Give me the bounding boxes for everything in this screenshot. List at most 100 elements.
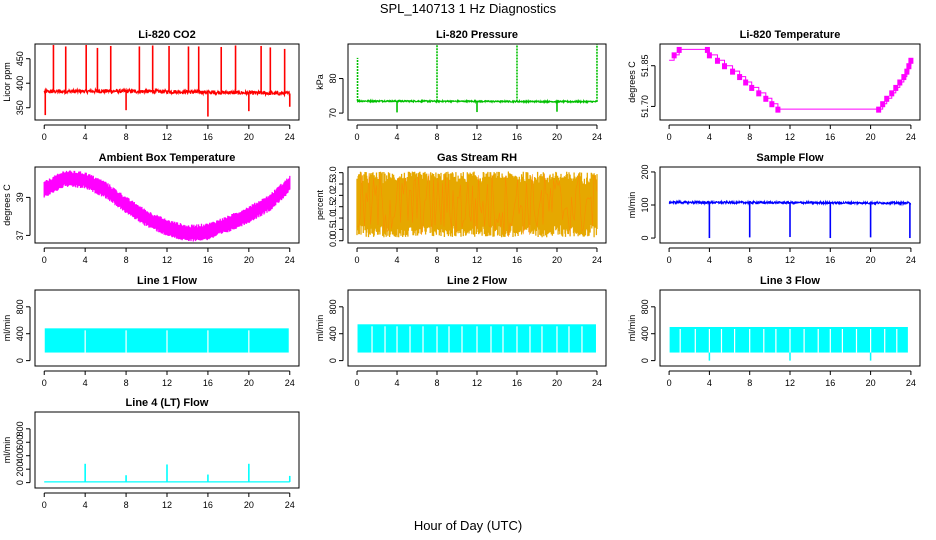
y-tick-label-line4-0: 0 [15,480,25,485]
x-tick-label-line1-1: 4 [83,378,88,388]
plot-frame-pressure [347,43,607,121]
y-tick-label-line1-2: 800 [15,299,25,314]
panel-ambient: Ambient Box Temperature 0 4 8 12 16 20 24 37 39de… [2,152,300,265]
series-accent-rh [356,172,598,238]
y-tick-label-rh-6: 3.0 [328,166,338,179]
panel-title-pressure: Li-820 Pressure [436,29,518,41]
step-mark-li820temp-7 [730,68,736,75]
step-mark-li820temp-5 [714,57,720,64]
page-title: SPL_140713 1 Hz Diagnostics [379,1,557,16]
x-tick-label-line2-0: 0 [355,378,360,388]
y-tick-label-line4-2: 400 [15,448,25,463]
x-tick-label-line1-3: 12 [162,378,172,388]
x-tick-label-pressure-1: 4 [395,132,400,142]
x-tick-label-li820temp-3: 12 [785,132,795,142]
y-tick-label-rh-0: 0.0 [328,234,338,247]
series-li820temp [669,46,914,113]
y-tick-label-co2-0: 350 [15,100,25,115]
y-tick-label-rh-3: 1.5 [328,200,338,213]
panel-title-line1: Line 1 Flow [137,275,197,287]
series-block-line3 [669,326,908,353]
x-tick-label-pressure-3: 12 [472,132,482,142]
series-line-li820temp [669,48,912,110]
x-tick-label-pressure-5: 20 [552,132,562,142]
y-axis-label-line1: ml/min [2,315,12,342]
x-axis-line4: 0 4 8 12 16 20 24 [42,492,295,510]
x-tick-label-line3-6: 24 [906,378,916,388]
x-tick-label-ambient-2: 8 [124,255,129,265]
x-tick-label-co2-1: 4 [83,132,88,142]
x-tick-label-sampleflow-1: 4 [707,255,712,265]
x-tick-label-line2-4: 16 [512,378,522,388]
panel-line4: Line 4 (LT) Flow 0 4 8 12 16 20 24 0 200400600800… [2,397,300,510]
y-axis-label-sampleflow: ml/min [627,192,637,219]
step-mark-li820temp-3 [704,46,710,53]
x-tick-label-li820temp-0: 0 [667,132,672,142]
step-mark-li820temp-20 [897,79,903,86]
step-mark-li820temp-2 [676,46,682,53]
x-axis-title: Hour of Day (UTC) [413,518,523,533]
step-mark-li820temp-18 [889,90,895,97]
plot-frame-line2 [347,289,607,367]
step-mark-li820temp-19 [893,84,899,91]
x-axis-sampleflow: 0 4 8 12 16 20 24 [667,247,916,265]
x-tick-label-line2-3: 12 [472,378,482,388]
step-mark-li820temp-8 [737,74,743,81]
x-tick-label-line3-5: 20 [866,378,876,388]
x-tick-label-rh-1: 4 [395,255,400,265]
x-tick-label-co2-2: 8 [124,132,129,142]
series-line3 [669,326,908,361]
panel-li820temp: Li-820 Temperature 0 4 8 12 16 20 24 51.70 51.85d… [627,29,921,142]
x-tick-label-line4-4: 16 [203,500,213,510]
y-tick-label-li820temp-1: 51.85 [640,54,650,77]
x-tick-label-pressure-0: 0 [355,132,360,142]
step-mark-li820temp-9 [743,79,749,86]
plot-frame-line1 [34,289,300,367]
x-tick-label-line1-6: 24 [285,378,295,388]
x-axis-line2: 0 4 8 12 16 20 24 [355,370,602,388]
step-mark-li820temp-4 [706,52,712,59]
x-tick-label-rh-3: 12 [472,255,482,265]
panel-title-rh: Gas Stream RH [437,152,517,164]
step-mark-li820temp-6 [722,63,728,70]
step-mark-li820temp-23 [906,63,912,70]
x-tick-label-li820temp-4: 16 [825,132,835,142]
y-axis-label-li820temp: degrees C [627,61,637,103]
x-axis-co2: 0 4 8 12 16 20 24 [42,124,295,142]
x-tick-label-co2-3: 12 [162,132,172,142]
y-tick-label-line4-4: 800 [15,421,25,436]
x-tick-label-line1-2: 8 [124,378,129,388]
x-tick-label-line4-2: 8 [124,500,129,510]
plot-frame-sampleflow [659,166,921,244]
panel-title-line4: Line 4 (LT) Flow [126,397,209,409]
x-tick-label-pressure-4: 16 [512,132,522,142]
step-mark-li820temp-17 [884,95,890,102]
x-tick-label-co2-0: 0 [42,132,47,142]
y-tick-label-pressure-0: 70 [328,108,338,118]
x-axis-li820temp: 0 4 8 12 16 20 24 [667,124,916,142]
series-line1 [44,328,289,353]
panel-title-li820temp: Li-820 Temperature [740,29,841,41]
y-tick-label-line1-0: 0 [15,358,25,363]
plot-frame-line3 [659,289,921,367]
series-line2 [357,324,596,353]
y-tick-label-li820temp-0: 51.70 [640,95,650,118]
x-tick-label-ambient-4: 16 [203,255,213,265]
y-tick-label-pressure-1: 80 [328,74,338,84]
step-mark-li820temp-1 [671,52,677,59]
y-axis-label-pressure: kPa [315,74,325,90]
x-tick-label-rh-0: 0 [355,255,360,265]
x-tick-label-li820temp-5: 20 [866,132,876,142]
series-co2 [43,44,291,117]
step-mark-li820temp-13 [769,101,775,108]
x-tick-label-line4-5: 20 [244,500,254,510]
